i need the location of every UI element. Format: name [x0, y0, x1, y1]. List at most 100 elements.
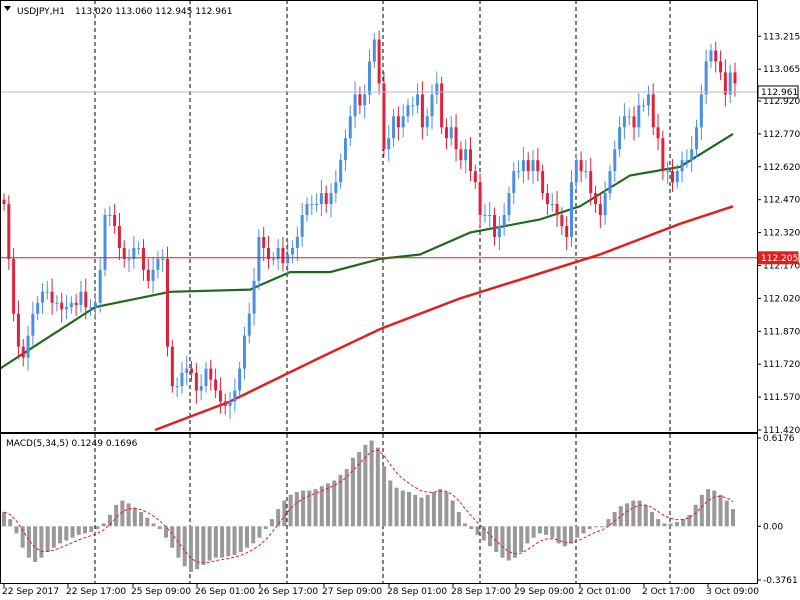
current-price-tag	[757, 85, 799, 99]
macd-bar	[562, 526, 567, 547]
macd-pane-frame	[0, 433, 758, 584]
macd-bar	[145, 517, 150, 527]
candle-body	[507, 193, 511, 216]
candle-body	[444, 127, 448, 139]
macd-bar	[120, 500, 125, 527]
macd-bar	[26, 526, 31, 558]
candle-body	[473, 171, 477, 183]
ma-fast-line	[0, 132, 734, 370]
macd-bar	[301, 490, 306, 527]
macd-bar	[569, 526, 573, 544]
price-tick-label: 112.170	[763, 261, 800, 271]
macd-bar	[531, 526, 536, 538]
candle-body	[151, 269, 155, 281]
macd-bar	[488, 526, 492, 547]
macd-bar	[425, 494, 430, 527]
candle-body	[146, 269, 150, 281]
candle-body	[656, 127, 660, 139]
macd-bar	[39, 526, 44, 558]
candle-body	[12, 258, 16, 314]
macd-bar	[724, 500, 729, 527]
macd-bar	[357, 451, 362, 527]
macd-bar	[8, 519, 13, 527]
candle-body	[170, 346, 174, 387]
macd-bar	[182, 526, 187, 567]
candle-body	[252, 280, 256, 314]
macd-histogram	[2, 440, 735, 572]
time-tick-label: 22 Sep 2017	[2, 587, 59, 597]
candle-body	[319, 193, 323, 205]
macd-bar	[475, 526, 480, 535]
macd-bar	[631, 500, 636, 527]
macd-bar	[674, 521, 679, 527]
macd-bar	[438, 489, 443, 527]
macd-bar	[693, 504, 698, 527]
price-tag-label: 112.961	[761, 88, 798, 98]
candle-body	[589, 171, 593, 194]
candle-body	[339, 160, 343, 183]
time-tick-label: 28 Sep 01:00	[387, 587, 447, 597]
macd-bar	[58, 526, 63, 544]
candle-body	[646, 94, 650, 106]
macd-bar	[151, 523, 156, 527]
macd-bar	[114, 504, 119, 527]
candle-body	[40, 291, 44, 303]
candle-body	[714, 50, 718, 62]
macd-bar	[382, 466, 387, 527]
candle-body	[50, 291, 54, 303]
time-tick-label: 3 Oct 09:00	[706, 587, 759, 597]
candle-body	[464, 149, 468, 161]
candle-body	[531, 160, 535, 172]
macd-bar	[494, 526, 499, 552]
macd-tick-label: 0.00	[763, 522, 783, 532]
candle-body	[89, 307, 93, 309]
macd-bar	[525, 526, 530, 544]
candle-body	[45, 291, 49, 293]
candle-body	[517, 171, 521, 173]
candle-body	[242, 335, 246, 369]
candle-body	[127, 258, 131, 260]
level-price-tag	[757, 251, 799, 265]
macd-bar	[14, 526, 19, 534]
candlesticks	[2, 30, 737, 420]
macd-bar	[668, 523, 673, 527]
candle-body	[55, 302, 59, 304]
candle-body	[214, 379, 218, 391]
macd-bar	[126, 503, 131, 527]
candle-body	[377, 39, 381, 84]
macd-bar	[257, 526, 262, 538]
macd-bar	[33, 526, 38, 562]
candle-body	[574, 160, 578, 183]
dropdown-triangle-icon[interactable]	[4, 6, 11, 11]
candle-body	[680, 160, 684, 172]
chart-header: USDJPY,H1 113.020 113.060 112.945 112.96…	[4, 6, 232, 17]
candle-body	[416, 94, 420, 106]
candle-body	[632, 116, 636, 128]
macd-bar	[350, 457, 355, 527]
macd-bar	[718, 494, 723, 527]
candle-body	[733, 72, 737, 84]
candle-body	[618, 127, 622, 150]
macd-bar	[132, 507, 137, 527]
macd-bar	[556, 526, 561, 544]
macd-bar	[712, 490, 717, 527]
grid-lines	[94, 0, 671, 583]
candle-body	[493, 215, 497, 237]
macd-bar	[107, 514, 112, 527]
macd-bar	[419, 497, 424, 527]
candle-body	[430, 94, 434, 117]
candle-body	[358, 94, 362, 106]
candle-body	[93, 302, 97, 308]
candle-body	[387, 138, 391, 150]
macd-bar	[519, 526, 524, 552]
time-tick-label: 28 Sep 17:00	[451, 587, 511, 597]
candle-body	[401, 116, 405, 128]
moving-average-fast	[0, 132, 734, 370]
macd-bar	[139, 511, 144, 527]
candle-body	[613, 149, 617, 172]
macd-bar	[20, 526, 25, 548]
candle-body	[608, 171, 612, 194]
time-tick-label: 29 Sep 09:00	[514, 587, 574, 597]
